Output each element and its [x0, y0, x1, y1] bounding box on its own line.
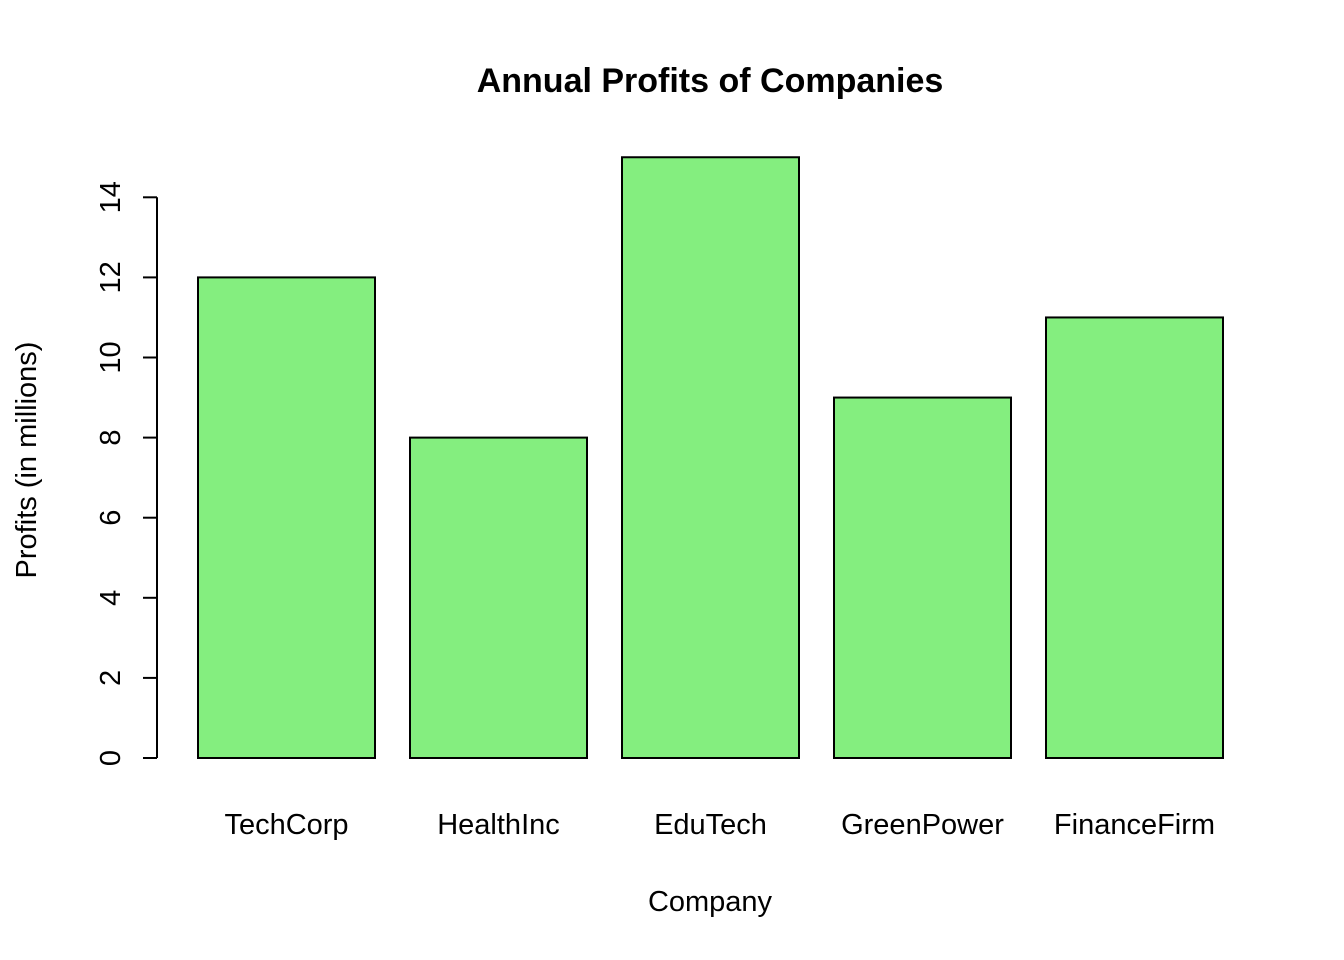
y-tick-label: 0: [95, 750, 127, 766]
x-tick-label: HealthInc: [437, 809, 560, 841]
y-tick-label: 6: [95, 510, 127, 526]
bar-healthinc: [409, 436, 588, 759]
x-tick-label: FinanceFirm: [1054, 809, 1215, 841]
chart-title: Annual Profits of Companies: [477, 62, 944, 100]
bar-techcorp: [197, 276, 376, 759]
bars: [197, 156, 1224, 759]
y-tick-label: 2: [95, 670, 127, 686]
y-tick-label: 8: [95, 430, 127, 446]
y-tick-label: 4: [95, 590, 127, 606]
bar-financefirm: [1045, 316, 1224, 759]
y-axis-title: Profits (in millions): [11, 342, 43, 579]
x-tick-label: EduTech: [654, 809, 767, 841]
y-tick-label: 10: [95, 341, 127, 373]
bar-greenpower: [833, 396, 1012, 759]
x-tick-label: GreenPower: [841, 809, 1004, 841]
y-tick-label: 12: [95, 261, 127, 293]
y-tick-label: 14: [95, 181, 127, 213]
x-axis-labels: TechCorp HealthInc EduTech GreenPower Financ…: [224, 809, 1215, 841]
y-axis: 0 2 4 6 8 10 12 14: [95, 181, 158, 766]
x-axis-title: Company: [648, 886, 773, 918]
bar-edutech: [621, 156, 800, 759]
x-tick-label: TechCorp: [224, 809, 348, 841]
